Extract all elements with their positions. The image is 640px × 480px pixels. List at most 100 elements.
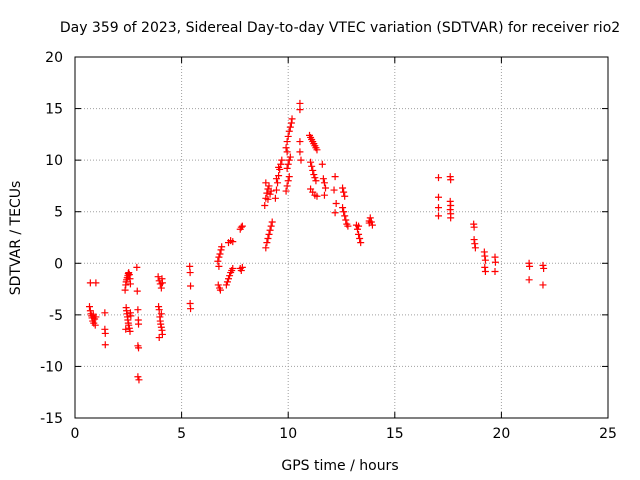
data-point xyxy=(85,303,93,311)
data-point xyxy=(229,264,237,272)
y-tick-label: -10 xyxy=(40,359,63,375)
data-point xyxy=(282,144,290,152)
x-tick-label: 20 xyxy=(492,426,510,442)
data-point xyxy=(285,156,293,164)
data-point xyxy=(539,281,547,289)
data-point xyxy=(331,173,339,181)
y-tick-label: -5 xyxy=(49,308,63,324)
data-point xyxy=(272,186,280,194)
data-point xyxy=(186,269,194,277)
data-point xyxy=(125,324,133,332)
data-point xyxy=(540,264,548,272)
data-point xyxy=(157,310,165,318)
data-point xyxy=(155,334,163,342)
data-point xyxy=(313,192,321,200)
data-point xyxy=(217,246,225,254)
data-point xyxy=(92,279,100,287)
data-point xyxy=(318,160,326,168)
data-point xyxy=(261,202,269,210)
data-point xyxy=(121,286,129,294)
data-point xyxy=(225,275,233,283)
data-point xyxy=(135,320,143,328)
data-point xyxy=(265,182,273,190)
data-point xyxy=(186,262,194,270)
data-point xyxy=(126,280,134,288)
data-point xyxy=(365,219,373,227)
data-point xyxy=(296,148,304,156)
y-tick-label: 15 xyxy=(45,102,63,118)
data-point xyxy=(282,187,290,195)
data-point xyxy=(470,223,478,231)
data-point xyxy=(238,222,246,230)
grid-lines xyxy=(75,57,608,418)
data-point xyxy=(266,226,274,234)
data-point xyxy=(238,263,246,271)
data-point xyxy=(525,276,533,284)
data-point xyxy=(481,256,489,264)
x-tick-label: 15 xyxy=(386,426,404,442)
data-point xyxy=(470,236,478,244)
data-points xyxy=(85,99,548,384)
data-point xyxy=(101,341,109,349)
data-point xyxy=(339,204,347,212)
data-point xyxy=(237,223,245,231)
data-point xyxy=(263,189,271,197)
data-point xyxy=(272,175,280,183)
data-point xyxy=(284,177,292,185)
data-point xyxy=(320,179,328,187)
y-tick-label: 5 xyxy=(54,205,63,221)
data-point xyxy=(288,115,296,123)
data-point xyxy=(491,268,499,276)
data-point xyxy=(341,192,349,200)
data-point xyxy=(267,187,275,195)
data-point xyxy=(101,329,109,337)
data-point xyxy=(435,193,443,201)
data-point xyxy=(296,106,304,114)
y-tick-label: 20 xyxy=(45,50,63,66)
data-point xyxy=(311,174,319,182)
data-point xyxy=(134,306,142,314)
data-point xyxy=(125,321,133,329)
data-point xyxy=(435,174,443,182)
data-point xyxy=(215,262,223,270)
data-point xyxy=(331,209,339,217)
data-point xyxy=(447,176,455,184)
plot-border xyxy=(74,56,609,419)
data-point xyxy=(125,271,133,279)
data-point xyxy=(157,284,165,292)
data-point xyxy=(435,204,443,212)
x-tick-label: 5 xyxy=(177,426,186,442)
data-point xyxy=(222,281,230,289)
data-point xyxy=(286,123,294,131)
data-point xyxy=(286,153,294,161)
y-axis-label: SDTVAR / TECUs xyxy=(8,181,24,296)
data-point xyxy=(135,376,143,384)
data-point xyxy=(283,164,291,172)
data-point xyxy=(86,307,94,315)
data-point xyxy=(526,262,534,270)
data-point xyxy=(296,138,304,146)
data-point xyxy=(283,182,291,190)
x-tick-label: 25 xyxy=(599,426,617,442)
data-point xyxy=(157,323,165,331)
data-point xyxy=(287,119,295,127)
data-point xyxy=(297,156,305,164)
data-point xyxy=(309,166,317,174)
data-point xyxy=(481,252,489,260)
data-point xyxy=(101,309,109,317)
data-point xyxy=(284,160,292,168)
data-point xyxy=(283,148,291,156)
data-point xyxy=(264,195,272,203)
data-point xyxy=(366,214,374,222)
data-point xyxy=(353,225,361,233)
data-point xyxy=(471,240,479,248)
data-point xyxy=(274,179,282,187)
data-point xyxy=(91,321,99,329)
data-point xyxy=(357,239,365,247)
data-point xyxy=(435,212,443,220)
data-point xyxy=(308,162,316,170)
data-point xyxy=(332,199,340,207)
data-point xyxy=(320,191,328,199)
y-tick-label: 10 xyxy=(45,153,63,169)
